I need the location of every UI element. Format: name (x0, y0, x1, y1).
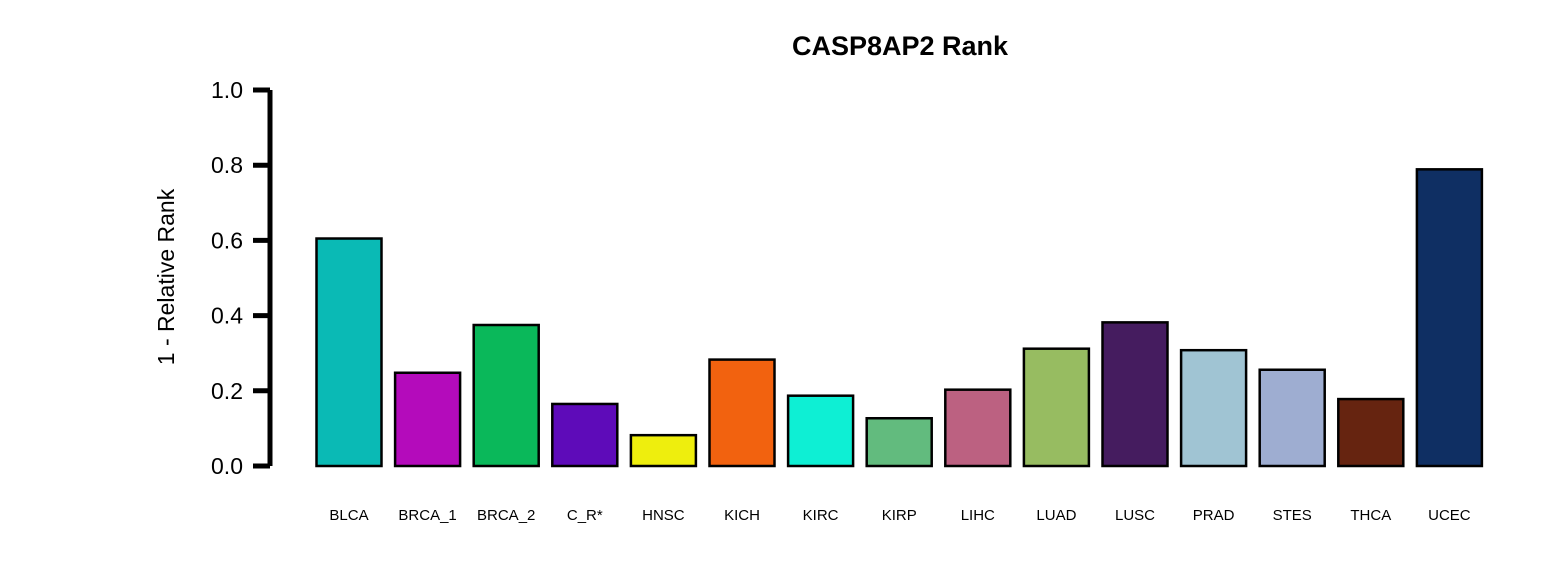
bar-prad (1179, 348, 1248, 468)
bar-luad (1022, 347, 1091, 468)
x-tick-label: KICH (724, 507, 760, 524)
x-tick-label: LUSC (1115, 507, 1155, 524)
chart-title: CASP8AP2 Rank (792, 31, 1009, 61)
x-tick-label: UCEC (1428, 507, 1471, 524)
y-tick-label: 0.8 (211, 152, 243, 178)
bar-brca-2 (472, 323, 540, 468)
bar-ucec (1415, 168, 1484, 468)
y-tick-label: 0.4 (211, 303, 243, 329)
bar-kirp (865, 416, 933, 468)
x-tick-label: KIRC (803, 507, 839, 524)
y-tick-label: 0.0 (211, 453, 243, 479)
x-tick-label: THCA (1350, 507, 1391, 524)
x-tick-label: LIHC (961, 507, 995, 524)
bar-kirc (786, 394, 855, 468)
x-tick-label: KIRP (882, 507, 917, 524)
bar-kich (708, 358, 776, 468)
y-tick-label: 0.6 (211, 227, 243, 253)
x-tick-labels: BLCA BRCA_1 BRCA_2 C_R* HNSC KICH KIRC KIRP LIHC… (329, 507, 1470, 524)
bar-blca (315, 237, 383, 468)
bars-group (315, 168, 1484, 468)
bar-stes (1258, 368, 1326, 468)
bar-lihc (944, 388, 1012, 468)
y-axis: 0.0 0.2 0.4 0.6 0.8 1.0 (211, 77, 273, 479)
y-axis-label: 1 - Relative Rank (153, 188, 179, 365)
x-tick-label: BLCA (329, 507, 368, 524)
x-tick-label: LUAD (1036, 507, 1076, 524)
bar-hnsc (629, 433, 698, 468)
x-tick-label: C_R* (567, 507, 603, 524)
bar-c-r (551, 402, 619, 468)
x-tick-label: HNSC (642, 507, 685, 524)
x-tick-label: PRAD (1193, 507, 1235, 524)
y-tick-label: 1.0 (211, 77, 243, 103)
bar-lusc (1101, 321, 1169, 468)
bar-thca (1337, 397, 1405, 468)
x-tick-label: STES (1273, 507, 1312, 524)
y-tick-label: 0.2 (211, 378, 243, 404)
x-tick-label: BRCA_2 (477, 507, 535, 524)
bar-brca-1 (393, 371, 462, 468)
x-tick-label: BRCA_1 (398, 507, 456, 524)
